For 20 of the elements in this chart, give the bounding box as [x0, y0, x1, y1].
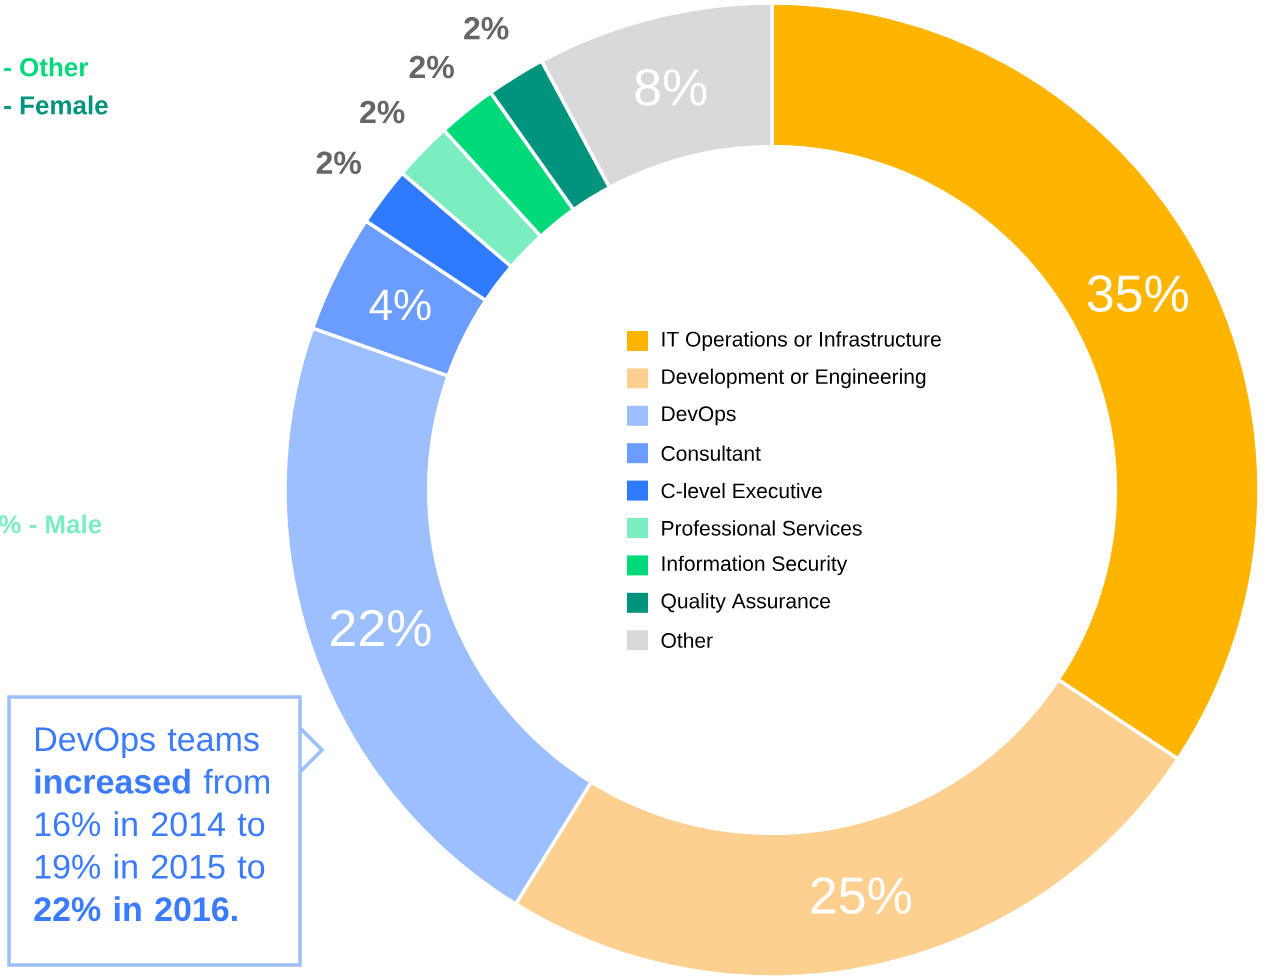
legend-label: Development or Engineering — [662, 368, 926, 389]
legend-label: Quality Assurance — [661, 593, 830, 613]
legend-label: DevOps — [662, 406, 736, 426]
legend-label: Professional Services — [662, 520, 862, 536]
legend-label: Information Security — [662, 555, 848, 576]
text: DevOps teams increased from 16% in 2014 to 19% in 2015 to 22% in 2016. — [34, 727, 270, 922]
data-label: 4% — [369, 289, 431, 321]
text: - Female — [4, 95, 108, 115]
legend-label: Other — [661, 632, 713, 648]
data-label: 2% — [409, 55, 454, 79]
data-label: 2% — [360, 100, 405, 124]
data-label: 2% — [464, 17, 509, 40]
data-label: 35% — [1087, 275, 1188, 312]
data-label: 2% — [316, 151, 361, 175]
legend-label: C-level Executive — [661, 482, 822, 499]
data-label: 25% — [811, 877, 911, 914]
text: - Other — [4, 57, 89, 77]
legend-label: IT Operations or Infrastructure — [662, 331, 941, 351]
legend-label: Consultant — [661, 445, 761, 461]
data-label: 22% — [331, 609, 431, 647]
